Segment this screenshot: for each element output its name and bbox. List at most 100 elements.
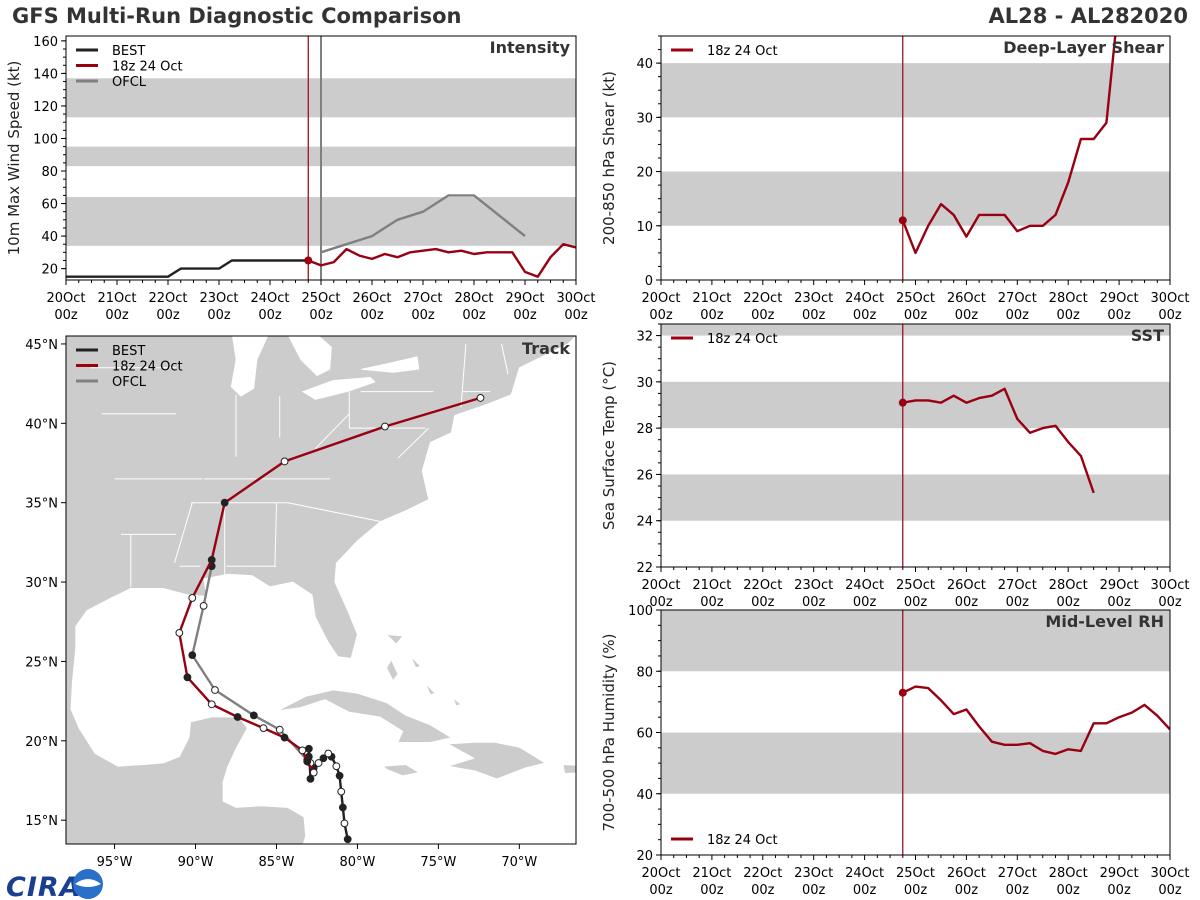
- y-tick-label: 80: [41, 165, 58, 180]
- track-point-run: [233, 713, 242, 721]
- track-point-best: [324, 749, 333, 758]
- x-tick-label-day: 28Oct: [454, 291, 493, 306]
- x-tick-label-hour: 00z: [955, 883, 979, 898]
- y-tick-label: 20: [636, 849, 653, 864]
- y-axis-label: 700-500 hPa Humidity (%): [600, 633, 618, 831]
- init-point-run: [898, 216, 907, 225]
- x-tick-label-day: 20Oct: [46, 291, 85, 306]
- x-tick-label-day: 23Oct: [199, 291, 238, 306]
- x-tick-label-day: 20Oct: [641, 866, 680, 881]
- state-border: [174, 502, 193, 564]
- lake-erie: [301, 376, 376, 400]
- lon-tick-label: 85°W: [259, 855, 295, 870]
- land-bahamas-4: [425, 683, 436, 696]
- land-north-america: [66, 336, 576, 844]
- lon-tick-label: 90°W: [178, 855, 214, 870]
- y-tick-label: 10: [636, 220, 653, 235]
- x-tick-label-day: 29Oct: [1100, 866, 1139, 881]
- chart-rh: 20 40 60 80 100 20Oct 00z 21Oct 00z 22Oct 00z 23Oct…: [600, 604, 1190, 898]
- legend-label-ofcl: OFCL: [112, 75, 147, 90]
- x-tick-label-day: 22Oct: [743, 578, 782, 593]
- legend-label-run: 18z 24 Oct: [112, 360, 183, 375]
- track-point-run: [175, 628, 184, 637]
- x-tick-label-day: 26Oct: [352, 291, 391, 306]
- x-tick-label-hour: 00z: [207, 308, 231, 323]
- x-tick-label-hour: 00z: [54, 308, 78, 323]
- logo-swirl-icon: [75, 879, 101, 887]
- x-tick-label-day: 26Oct: [947, 866, 986, 881]
- x-tick-label-day: 28Oct: [1049, 291, 1088, 306]
- series-line-run: [901, 36, 1117, 255]
- lat-tick-label: 15°N: [25, 814, 58, 829]
- x-tick-label-hour: 00z: [700, 308, 724, 323]
- shade-band-2: [661, 324, 1170, 336]
- init-point-run: [898, 688, 907, 697]
- track-point-ofcl: [211, 686, 219, 694]
- x-tick-label-hour: 00z: [955, 308, 979, 323]
- shade-band-0: [661, 474, 1170, 521]
- panel-title: Track: [522, 339, 570, 358]
- x-tick-label-hour: 00z: [904, 308, 928, 323]
- x-tick-label-day: 20Oct: [641, 291, 680, 306]
- x-tick-label-hour: 00z: [955, 595, 979, 610]
- x-tick-label-day: 27Oct: [403, 291, 442, 306]
- x-tick-label-hour: 00z: [1158, 308, 1182, 323]
- land-bahamas-3: [410, 656, 422, 669]
- logo-text: CIRA: [6, 872, 82, 900]
- x-tick-label-hour: 00z: [309, 308, 333, 323]
- state-border: [287, 502, 382, 523]
- figure-title: GFS Multi-Run Diagnostic Comparison: [12, 4, 462, 28]
- y-tick-label: 20: [41, 263, 58, 278]
- x-tick-label-day: 28Oct: [1049, 578, 1088, 593]
- x-tick-label-day: 27Oct: [998, 866, 1037, 881]
- x-tick-label-hour: 00z: [649, 883, 673, 898]
- x-tick-label-day: 20Oct: [641, 578, 680, 593]
- x-tick-label-day: 24Oct: [845, 578, 884, 593]
- legend-label-best: BEST: [112, 344, 145, 359]
- x-tick-label-day: 25Oct: [896, 866, 935, 881]
- y-tick-label: 26: [636, 468, 653, 483]
- track-point-ofcl: [249, 711, 258, 720]
- land-bahamas-2: [386, 658, 399, 682]
- track-point-run: [207, 555, 216, 564]
- x-tick-label-hour: 00z: [1057, 595, 1081, 610]
- track-point-run: [259, 724, 268, 733]
- y-tick-label: 30: [636, 111, 653, 126]
- x-tick-label-hour: 00z: [258, 308, 282, 323]
- track-point-best: [343, 835, 352, 844]
- track-point-run: [298, 746, 307, 755]
- x-tick-label-day: 29Oct: [1100, 291, 1139, 306]
- x-tick-label-hour: 00z: [360, 308, 384, 323]
- x-tick-label-hour: 00z: [1158, 595, 1182, 610]
- x-tick-label-day: 21Oct: [97, 291, 136, 306]
- x-tick-label-hour: 00z: [411, 308, 435, 323]
- track-point-run: [183, 673, 192, 682]
- x-tick-label-day: 25Oct: [301, 291, 340, 306]
- track-point-run: [220, 498, 229, 507]
- x-tick-label-day: 24Oct: [845, 291, 884, 306]
- x-tick-label-hour: 00z: [802, 595, 826, 610]
- x-tick-label-hour: 00z: [462, 308, 486, 323]
- x-tick-label-day: 29Oct: [505, 291, 544, 306]
- x-tick-label-day: 23Oct: [794, 578, 833, 593]
- y-tick-label: 28: [636, 422, 653, 437]
- x-tick-label-hour: 00z: [853, 883, 877, 898]
- land-bahamas-1: [385, 633, 404, 645]
- x-tick-label-day: 30Oct: [1150, 578, 1189, 593]
- state-border: [460, 343, 467, 408]
- land-jamaica: [382, 764, 421, 777]
- track-point-ofcl: [275, 725, 284, 734]
- x-tick-label-day: 22Oct: [743, 291, 782, 306]
- x-tick-label-day: 30Oct: [1150, 866, 1189, 881]
- track-point-best: [304, 744, 313, 753]
- x-tick-label-hour: 00z: [1057, 308, 1081, 323]
- state-border: [314, 413, 350, 450]
- lon-tick-label: 70°W: [501, 855, 537, 870]
- x-tick-label-hour: 00z: [700, 883, 724, 898]
- y-tick-label: 40: [41, 230, 58, 245]
- lon-tick-label: 75°W: [420, 855, 456, 870]
- x-tick-label-day: 26Oct: [947, 578, 986, 593]
- legend-label-best: BEST: [112, 44, 145, 59]
- track-point-best: [338, 803, 347, 812]
